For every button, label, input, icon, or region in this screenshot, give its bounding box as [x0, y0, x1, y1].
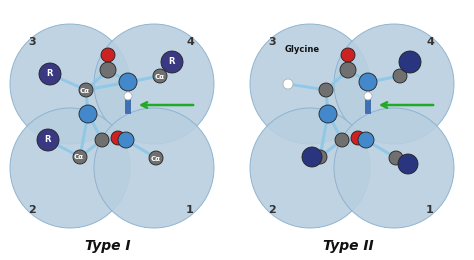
Ellipse shape	[94, 108, 214, 228]
Circle shape	[359, 73, 377, 91]
Text: Glycine: Glycine	[284, 46, 319, 55]
Circle shape	[100, 62, 116, 78]
Circle shape	[161, 51, 183, 73]
Ellipse shape	[334, 108, 454, 228]
Ellipse shape	[250, 108, 370, 228]
Text: Cα: Cα	[74, 154, 84, 160]
Text: Cα: Cα	[80, 88, 90, 94]
Text: 3: 3	[268, 37, 276, 47]
Circle shape	[283, 79, 293, 89]
Circle shape	[302, 147, 322, 167]
Circle shape	[340, 62, 356, 78]
Text: 1: 1	[426, 205, 434, 215]
Circle shape	[118, 132, 134, 148]
Text: Type II: Type II	[323, 239, 374, 253]
Text: 4: 4	[186, 37, 194, 47]
Circle shape	[319, 105, 337, 123]
Circle shape	[153, 69, 167, 83]
Circle shape	[319, 83, 333, 97]
Ellipse shape	[250, 24, 370, 144]
Text: R: R	[45, 135, 51, 145]
Ellipse shape	[10, 108, 130, 228]
Circle shape	[37, 129, 59, 151]
Text: R: R	[47, 69, 53, 79]
Circle shape	[313, 150, 327, 164]
Circle shape	[111, 131, 125, 145]
Circle shape	[399, 51, 421, 73]
Text: 2: 2	[28, 205, 36, 215]
Circle shape	[124, 92, 132, 100]
Circle shape	[79, 105, 97, 123]
Circle shape	[119, 73, 137, 91]
Text: Cα: Cα	[151, 156, 161, 162]
Circle shape	[101, 48, 115, 62]
Circle shape	[341, 48, 355, 62]
Circle shape	[79, 83, 93, 97]
Text: 2: 2	[268, 205, 276, 215]
Circle shape	[39, 63, 61, 85]
Circle shape	[389, 151, 403, 165]
Ellipse shape	[94, 24, 214, 144]
Ellipse shape	[10, 24, 130, 144]
Circle shape	[358, 132, 374, 148]
Circle shape	[364, 92, 372, 100]
Text: Type I: Type I	[85, 239, 131, 253]
Circle shape	[335, 133, 349, 147]
Circle shape	[73, 150, 87, 164]
Circle shape	[95, 133, 109, 147]
Text: Cα: Cα	[155, 74, 165, 80]
Ellipse shape	[334, 24, 454, 144]
Text: 1: 1	[186, 205, 194, 215]
Circle shape	[149, 151, 163, 165]
Circle shape	[393, 69, 407, 83]
Text: R: R	[169, 57, 175, 67]
Circle shape	[351, 131, 365, 145]
Text: 4: 4	[426, 37, 434, 47]
Text: 3: 3	[28, 37, 36, 47]
Circle shape	[398, 154, 418, 174]
